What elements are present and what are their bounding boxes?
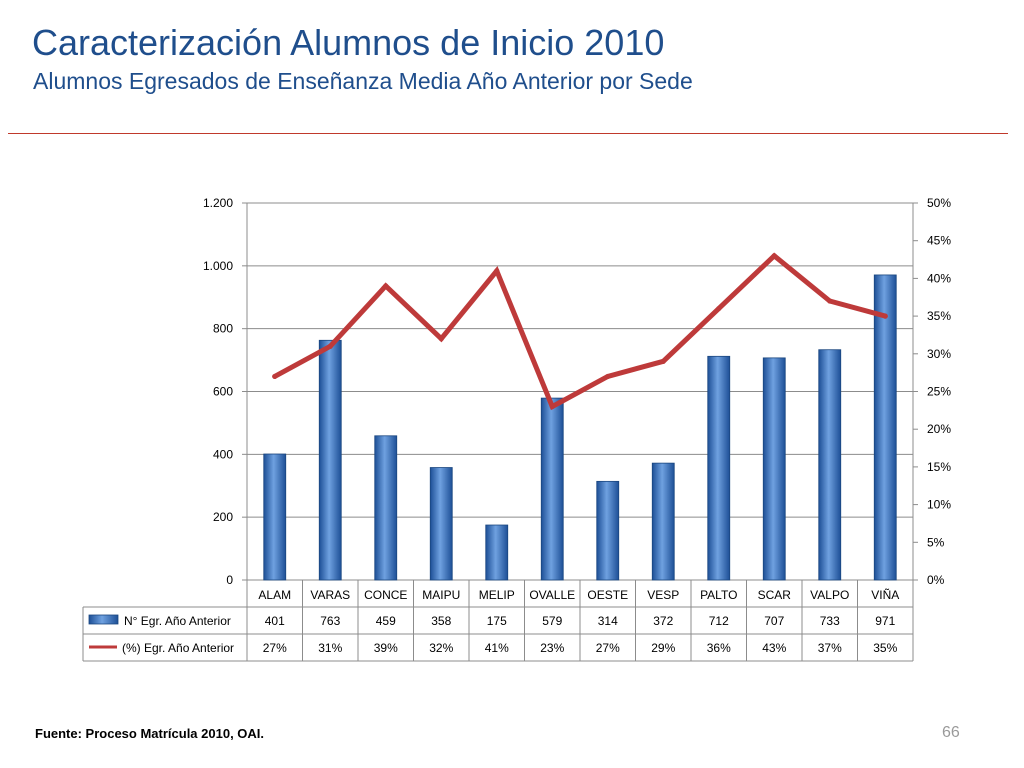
line-value-label: 23% bbox=[540, 641, 564, 655]
right-axis-tick-label: 0% bbox=[927, 573, 945, 587]
left-axis-tick-label: 1.200 bbox=[203, 196, 233, 210]
category-label: MAIPU bbox=[422, 588, 460, 602]
bar bbox=[707, 355, 731, 581]
bar-value-label: 175 bbox=[487, 614, 507, 628]
line-value-label: 32% bbox=[429, 641, 453, 655]
right-axis-tick-label: 30% bbox=[927, 347, 951, 361]
bar-series-name: N° Egr. Año Anterior bbox=[124, 614, 231, 628]
bar-value-label: 401 bbox=[265, 614, 285, 628]
bar-value-label: 579 bbox=[542, 614, 562, 628]
bar bbox=[596, 480, 620, 581]
right-axis-tick-label: 20% bbox=[927, 422, 951, 436]
bar bbox=[540, 397, 564, 581]
bar-value-label: 314 bbox=[598, 614, 618, 628]
line-value-label: 27% bbox=[596, 641, 620, 655]
category-label: PALTO bbox=[700, 588, 737, 602]
right-axis-tick-label: 40% bbox=[927, 271, 951, 285]
bar-value-label: 733 bbox=[820, 614, 840, 628]
page-number: 66 bbox=[942, 724, 960, 741]
bar bbox=[374, 435, 398, 581]
line-value-label: 27% bbox=[263, 641, 287, 655]
slide-subtitle: Alumnos Egresados de Enseñanza Media Año… bbox=[33, 68, 693, 94]
line-point bbox=[660, 358, 666, 364]
title-divider bbox=[8, 133, 1008, 134]
right-axis-tick-label: 25% bbox=[927, 385, 951, 399]
line-value-label: 39% bbox=[374, 641, 398, 655]
line-point bbox=[771, 253, 777, 259]
right-axis-tick-label: 10% bbox=[927, 498, 951, 512]
line-point bbox=[605, 373, 611, 380]
line-value-label: 43% bbox=[762, 641, 786, 655]
category-label: VIÑA bbox=[871, 588, 899, 602]
category-label: VESP bbox=[647, 588, 679, 602]
left-axis-tick-label: 600 bbox=[213, 385, 233, 399]
bar-legend-swatch bbox=[88, 614, 119, 625]
right-axis-tick-label: 35% bbox=[927, 309, 951, 323]
line-value-label: 37% bbox=[818, 641, 842, 655]
bar bbox=[318, 339, 342, 581]
left-axis-tick-label: 800 bbox=[213, 322, 233, 336]
line-point bbox=[494, 268, 500, 274]
line-point bbox=[438, 336, 444, 342]
line-value-label: 31% bbox=[318, 641, 342, 655]
left-axis-tick-label: 200 bbox=[213, 510, 233, 524]
source-note: Fuente: Proceso Matrícula 2010, OAI. bbox=[35, 726, 265, 741]
line-point bbox=[549, 403, 555, 410]
category-label: CONCE bbox=[364, 588, 407, 602]
left-axis-tick-label: 400 bbox=[213, 447, 233, 461]
bar bbox=[485, 524, 509, 581]
line-point bbox=[882, 313, 888, 319]
bar bbox=[762, 357, 786, 581]
line-point bbox=[383, 283, 389, 289]
line-point bbox=[327, 343, 333, 349]
left-axis-tick-label: 0 bbox=[226, 573, 233, 587]
category-label: VALPO bbox=[810, 588, 849, 602]
category-label: OVALLE bbox=[529, 588, 575, 602]
category-label: OESTE bbox=[587, 588, 628, 602]
category-label: MELIP bbox=[479, 588, 515, 602]
bar-series bbox=[263, 274, 897, 581]
bar bbox=[429, 467, 453, 581]
bar-value-label: 459 bbox=[376, 614, 396, 628]
bar bbox=[263, 453, 287, 581]
right-axis-tick-label: 5% bbox=[927, 535, 945, 549]
bar-value-label: 712 bbox=[709, 614, 729, 628]
right-axis-tick-label: 45% bbox=[927, 234, 951, 248]
bar-value-label: 707 bbox=[764, 614, 784, 628]
line-point bbox=[272, 373, 278, 380]
line-series bbox=[272, 252, 888, 411]
right-axis-tick-label: 15% bbox=[927, 460, 951, 474]
bar bbox=[818, 349, 842, 581]
line-value-label: 36% bbox=[707, 641, 731, 655]
line-value-label: 29% bbox=[651, 641, 675, 655]
line-series-path bbox=[272, 252, 888, 411]
slide-title: Caracterización Alumnos de Inicio 2010 bbox=[32, 22, 665, 63]
bar-value-label: 358 bbox=[431, 614, 451, 628]
bar bbox=[873, 274, 897, 581]
category-label: SCAR bbox=[758, 588, 792, 602]
bar-value-label: 763 bbox=[320, 614, 340, 628]
line-series-name: (%) Egr. Año Anterior bbox=[122, 641, 234, 655]
bar-value-label: 971 bbox=[875, 614, 895, 628]
category-label: ALAM bbox=[258, 588, 291, 602]
category-label: VARAS bbox=[310, 588, 350, 602]
left-axis-tick-label: 1.000 bbox=[203, 259, 233, 273]
axes: 0 200 400 600 800 1.000 1.200 0% 5% 10% 15% 20% 25% 3… bbox=[203, 196, 951, 587]
right-axis-tick-label: 50% bbox=[927, 196, 951, 210]
line-point bbox=[716, 305, 722, 312]
data-table: ALAM VARAS CONCE MAIPU MELIP OVALLE OESTE VESP P… bbox=[82, 580, 914, 662]
bar bbox=[651, 462, 675, 581]
line-value-label: 41% bbox=[485, 641, 509, 655]
line-point bbox=[827, 298, 833, 304]
bar-value-label: 372 bbox=[653, 614, 673, 628]
line-value-label: 35% bbox=[873, 641, 897, 655]
